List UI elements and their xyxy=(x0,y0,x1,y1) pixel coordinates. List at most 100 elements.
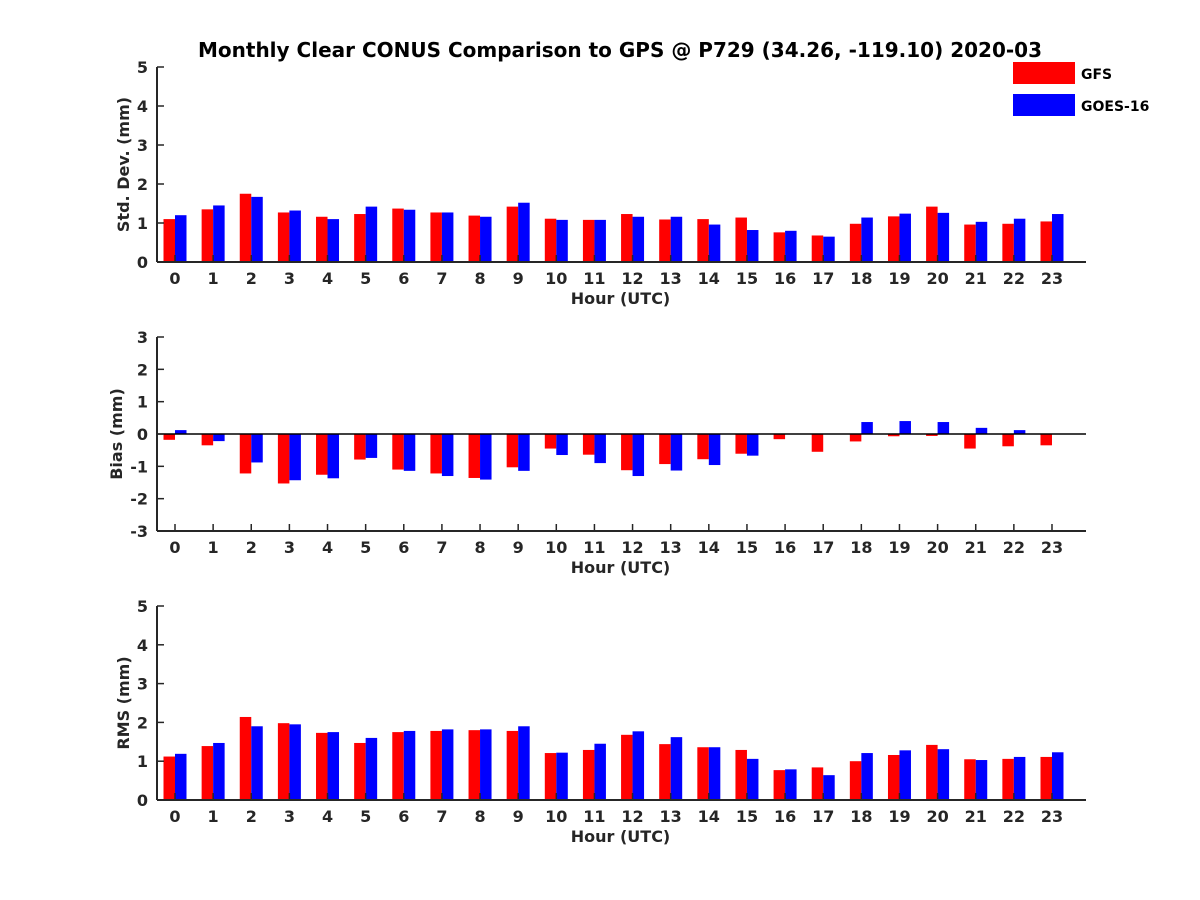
x-tick-label: 17 xyxy=(812,269,834,288)
bar-gfs-hour-8 xyxy=(468,730,481,800)
bar-goes-16-hour-11 xyxy=(594,434,606,464)
x-tick-label: 8 xyxy=(474,269,485,288)
bar-gfs-hour-3 xyxy=(277,212,290,262)
bar-gfs-hour-15 xyxy=(735,434,747,454)
bar-goes-16-hour-4 xyxy=(327,219,340,262)
bar-goes-16-hour-21 xyxy=(975,760,988,800)
bar-gfs-hour-2 xyxy=(239,716,252,800)
bar-goes-16-hour-3 xyxy=(289,724,301,800)
bar-gfs-hour-21 xyxy=(964,224,976,262)
chart-title: Monthly Clear CONUS Comparison to GPS @ … xyxy=(198,38,1042,62)
bar-gfs-hour-2 xyxy=(239,193,252,262)
y-tick-label: 4 xyxy=(137,97,148,116)
bar-gfs-hour-6 xyxy=(392,434,404,470)
bar-gfs-hour-10 xyxy=(544,753,557,800)
bar-gfs-hour-14 xyxy=(697,747,709,800)
x-tick-label: 12 xyxy=(621,269,643,288)
bar-gfs-hour-5 xyxy=(354,434,366,460)
bar-gfs-hour-7 xyxy=(430,434,442,474)
bar-gfs-hour-14 xyxy=(697,434,709,460)
y-tick-label: 1 xyxy=(137,752,148,771)
bar-goes-16-hour-17 xyxy=(823,236,835,262)
x-tick-label: 20 xyxy=(926,807,948,826)
bar-gfs-hour-21 xyxy=(964,759,976,800)
y-tick-label: 5 xyxy=(137,597,148,616)
bar-gfs-hour-8 xyxy=(468,215,481,262)
bar-gfs-hour-20 xyxy=(926,434,938,436)
y-tick-label: 2 xyxy=(137,713,148,732)
bar-gfs-hour-0 xyxy=(163,756,175,800)
x-tick-label: 22 xyxy=(1003,807,1025,826)
bar-gfs-hour-22 xyxy=(1002,434,1014,447)
bar-goes-16-hour-9 xyxy=(518,202,530,262)
bar-goes-16-hour-6 xyxy=(403,209,416,262)
bar-goes-16-hour-2 xyxy=(251,726,263,800)
x-tick-label: 9 xyxy=(513,269,524,288)
bar-gfs-hour-1 xyxy=(201,746,214,800)
bar-goes-16-hour-18 xyxy=(861,753,873,800)
bar-goes-16-hour-0 xyxy=(175,430,187,434)
bar-goes-16-hour-19 xyxy=(899,213,911,262)
x-tick-label: 13 xyxy=(660,538,682,557)
bar-goes-16-hour-12 xyxy=(632,216,645,262)
x-tick-label: 7 xyxy=(436,269,447,288)
x-tick-label: 12 xyxy=(621,807,643,826)
bar-gfs-hour-6 xyxy=(392,732,404,800)
x-tick-label: 21 xyxy=(965,807,987,826)
bar-gfs-hour-5 xyxy=(354,742,366,800)
bar-gfs-hour-16 xyxy=(773,232,786,262)
x-tick-label: 19 xyxy=(888,538,910,557)
x-tick-label: 1 xyxy=(208,538,219,557)
bar-gfs-hour-22 xyxy=(1002,758,1014,800)
x-tick-label: 11 xyxy=(583,807,605,826)
bar-goes-16-hour-6 xyxy=(403,730,416,800)
bar-goes-16-hour-6 xyxy=(403,434,416,471)
x-tick-label: 20 xyxy=(926,538,948,557)
bar-goes-16-hour-21 xyxy=(975,221,988,262)
bar-goes-16-hour-11 xyxy=(594,219,606,262)
bar-goes-16-hour-19 xyxy=(899,750,911,800)
x-tick-label: 23 xyxy=(1041,538,1063,557)
bar-goes-16-hour-4 xyxy=(327,434,340,479)
x-tick-label: 14 xyxy=(698,807,720,826)
x-tick-label: 13 xyxy=(660,269,682,288)
bar-gfs-hour-23 xyxy=(1040,221,1052,262)
bar-goes-16-hour-1 xyxy=(213,434,225,442)
x-tick-label: 0 xyxy=(169,807,180,826)
x-tick-label: 21 xyxy=(965,269,987,288)
bar-gfs-hour-13 xyxy=(659,744,671,800)
x-tick-label: 9 xyxy=(513,807,524,826)
bar-goes-16-hour-8 xyxy=(480,434,492,480)
x-tick-label: 3 xyxy=(284,807,295,826)
bar-goes-16-hour-9 xyxy=(518,434,530,471)
bar-gfs-hour-11 xyxy=(582,749,595,800)
x-tick-label: 0 xyxy=(169,269,180,288)
bar-goes-16-hour-22 xyxy=(1013,756,1026,800)
x-tick-label: 5 xyxy=(360,538,371,557)
y-tick-label: 3 xyxy=(137,136,148,155)
x-tick-label: 15 xyxy=(736,269,758,288)
x-tick-label: 14 xyxy=(698,538,720,557)
bar-goes-16-hour-4 xyxy=(327,732,340,800)
x-tick-label: 15 xyxy=(736,807,758,826)
bar-gfs-hour-7 xyxy=(430,212,442,262)
x-tick-label: 0 xyxy=(169,538,180,557)
y-tick-label: 0 xyxy=(137,791,148,810)
bar-goes-16-hour-5 xyxy=(365,737,378,800)
bar-goes-16-hour-8 xyxy=(480,729,492,800)
x-tick-label: 11 xyxy=(583,269,605,288)
bar-gfs-hour-19 xyxy=(887,434,900,437)
y-tick-label: 3 xyxy=(137,675,148,694)
x-tick-label: 2 xyxy=(246,269,257,288)
x-tick-label: 10 xyxy=(545,807,567,826)
x-tick-label: 20 xyxy=(926,269,948,288)
bar-goes-16-hour-20 xyxy=(937,422,950,434)
bar-gfs-hour-12 xyxy=(621,434,633,471)
bar-goes-16-hour-13 xyxy=(670,737,683,800)
bar-goes-16-hour-17 xyxy=(823,775,835,800)
x-axis-label: Hour (UTC) xyxy=(571,289,671,308)
